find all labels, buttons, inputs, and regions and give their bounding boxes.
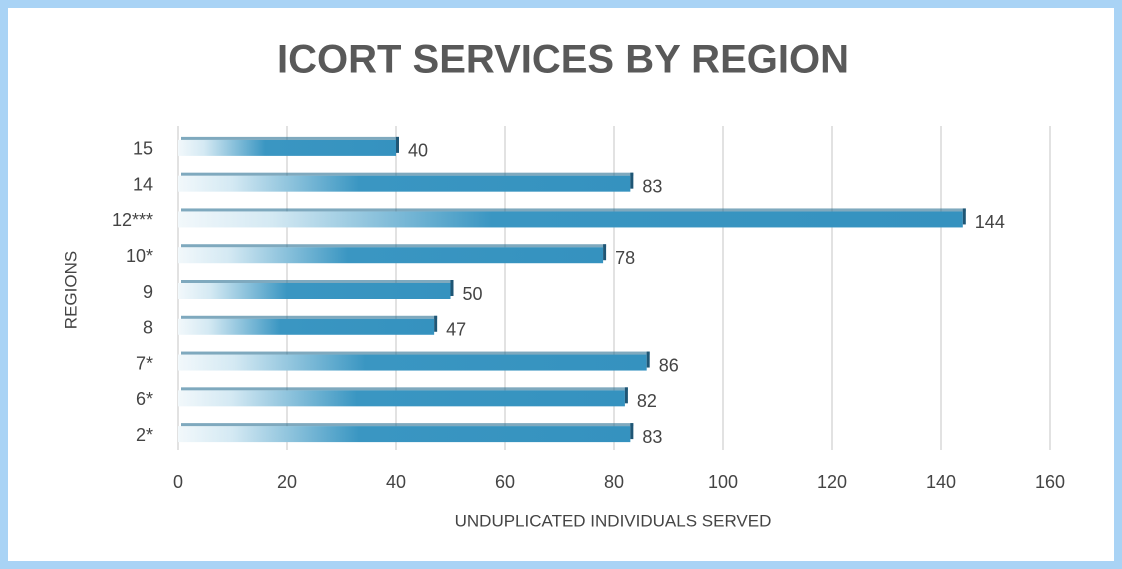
data-label: 82: [637, 391, 657, 411]
bar-end: [962, 208, 966, 225]
data-label: 47: [446, 320, 466, 340]
bar-end: [624, 387, 628, 404]
bar: [178, 426, 631, 443]
y-axis-label: REGIONS: [61, 251, 80, 329]
data-label: 50: [463, 284, 483, 304]
bar-top: [181, 423, 634, 427]
y-tick-label: 10*: [126, 246, 153, 266]
bar: [178, 390, 625, 407]
data-label: 40: [408, 141, 428, 161]
bar-top: [181, 172, 634, 176]
y-tick-label: 6*: [136, 389, 153, 409]
bar: [178, 211, 963, 228]
bar-top: [181, 387, 628, 391]
bar-top: [181, 136, 399, 140]
x-tick-label: 120: [817, 472, 847, 492]
bar: [178, 354, 647, 371]
bar-end: [646, 351, 650, 368]
bar-top: [181, 280, 454, 283]
bar-end: [434, 315, 438, 332]
y-tick-label: 15: [133, 139, 153, 159]
bar-top: [181, 244, 607, 248]
bar-end: [450, 280, 454, 296]
bar-end: [396, 136, 399, 153]
x-tick-label: 60: [495, 472, 515, 492]
y-tick-label: 12***: [112, 210, 153, 230]
x-axis-label: UNDUPLICATED INDIVIDUALS SERVED: [455, 511, 772, 530]
data-label: 78: [615, 248, 635, 268]
x-tick-label: 140: [926, 472, 956, 492]
bar-end: [603, 244, 607, 261]
x-tick-label: 40: [386, 472, 406, 492]
data-label: 83: [642, 176, 662, 196]
bar-end: [630, 423, 634, 440]
bar-top: [181, 208, 966, 212]
y-tick-label: 8: [143, 318, 153, 338]
data-label: 86: [659, 355, 679, 375]
bar-end: [630, 172, 634, 189]
bar-top: [181, 315, 438, 319]
x-tick-label: 160: [1035, 472, 1065, 492]
bar-top: [181, 351, 650, 355]
x-tick-label: 80: [604, 472, 624, 492]
x-tick-label: 0: [173, 472, 183, 492]
bar: [178, 247, 604, 264]
y-tick-label: 7*: [136, 353, 153, 373]
x-tick-label: 20: [277, 472, 297, 492]
bar: [178, 175, 631, 192]
bar: [178, 283, 451, 299]
x-tick-label: 100: [708, 472, 738, 492]
bar: [178, 139, 396, 156]
y-tick-label: 9: [143, 282, 153, 302]
data-label: 83: [642, 427, 662, 447]
y-tick-label: 2*: [136, 425, 153, 445]
y-tick-label: 14: [133, 174, 153, 194]
data-label: 144: [975, 212, 1005, 232]
bar: [178, 318, 435, 335]
chart-title: ICORT SERVICES BY REGION: [277, 38, 849, 82]
